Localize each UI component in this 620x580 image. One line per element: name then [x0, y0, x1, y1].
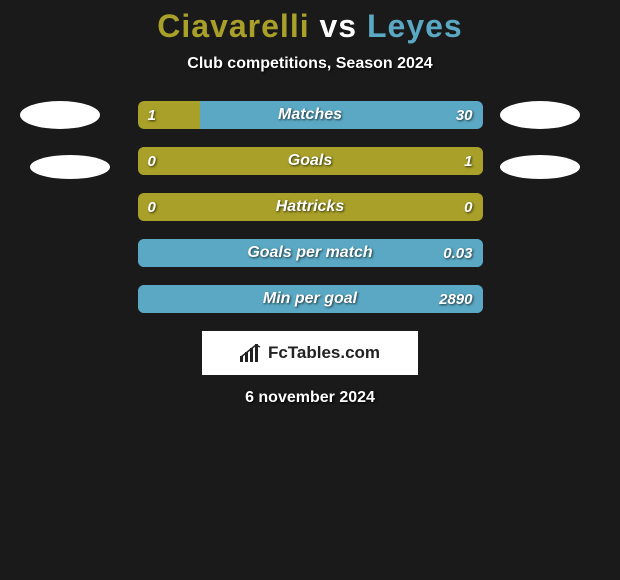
brand-badge[interactable]: FcTables.com — [202, 331, 418, 375]
stat-label: Hattricks — [138, 193, 483, 221]
stat-value-right: 30 — [456, 101, 473, 129]
stat-value-right: 1 — [464, 147, 472, 175]
stat-label: Goals per match — [138, 239, 483, 267]
stat-row: 1Matches30 — [138, 101, 483, 129]
vs-label: vs — [319, 8, 357, 44]
player-avatar — [500, 155, 580, 179]
stat-label: Goals — [138, 147, 483, 175]
stat-value-right: 0 — [464, 193, 472, 221]
player2-name: Leyes — [367, 8, 463, 44]
stat-row: Goals per match0.03 — [138, 239, 483, 267]
date-label: 6 november 2024 — [0, 389, 620, 407]
stat-label: Matches — [138, 101, 483, 129]
player-avatar — [500, 101, 580, 129]
player-avatar — [20, 101, 100, 129]
chart-icon — [240, 344, 262, 362]
page-title: Ciavarelli vs Leyes — [0, 8, 620, 45]
stat-label: Min per goal — [138, 285, 483, 313]
stat-value-right: 0.03 — [443, 239, 472, 267]
stat-row: 0Goals1 — [138, 147, 483, 175]
brand-text: FcTables.com — [268, 343, 380, 363]
stats-area: 1Matches300Goals10Hattricks0Goals per ma… — [0, 101, 620, 313]
stat-row: Min per goal2890 — [138, 285, 483, 313]
stat-value-right: 2890 — [439, 285, 472, 313]
player1-name: Ciavarelli — [157, 8, 309, 44]
subtitle: Club competitions, Season 2024 — [0, 55, 620, 73]
comparison-card: Ciavarelli vs Leyes Club competitions, S… — [0, 0, 620, 407]
player-avatar — [30, 155, 110, 179]
stat-row: 0Hattricks0 — [138, 193, 483, 221]
